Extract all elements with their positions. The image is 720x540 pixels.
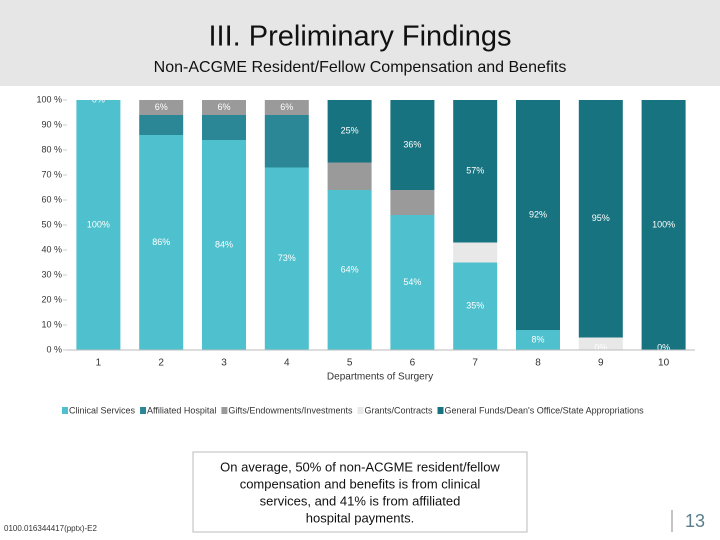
data-label: 57% [466, 166, 484, 176]
y-tick-label: 0 % [46, 344, 62, 354]
y-tick-label: 50 % [41, 219, 62, 229]
legend-swatch [221, 407, 228, 414]
y-tick-label: 100 % [36, 94, 62, 104]
x-tick-label: 2 [158, 358, 164, 369]
bar-segment [202, 115, 246, 140]
bar-segment [453, 262, 498, 350]
bar-segment [327, 100, 372, 163]
x-tick-label: 1 [96, 358, 102, 369]
header-band [0, 0, 720, 86]
y-tick-label: 10 % [41, 319, 62, 329]
callout-text: On average, 50% of non-ACGME resident/fe… [220, 459, 500, 474]
bar-segment [264, 100, 309, 115]
data-label: 86% [152, 237, 170, 247]
legend-label: Affiliated Hospital [147, 405, 216, 415]
x-tick-label: 9 [598, 358, 604, 369]
bar-segment [202, 140, 246, 350]
x-tick-label: 4 [284, 358, 290, 369]
x-tick-label: 6 [410, 358, 416, 369]
x-tick-label: 10 [658, 358, 670, 369]
legend-swatch [437, 407, 444, 414]
data-label: 6% [217, 102, 230, 112]
data-label: 95% [592, 213, 610, 223]
data-label: 73% [278, 253, 296, 263]
bar-segment [202, 100, 246, 115]
data-label: 92% [529, 209, 547, 219]
bar-segment [327, 162, 372, 190]
legend-swatch [140, 407, 147, 414]
bar-segment [453, 242, 498, 263]
slide-title: III. Preliminary Findings [209, 21, 512, 53]
callout-box [192, 451, 528, 533]
bar-segment [578, 100, 623, 338]
y-tick-label: 30 % [41, 269, 62, 279]
data-label: 84% [215, 239, 233, 249]
data-label: 36% [403, 139, 421, 149]
x-tick-label: 7 [472, 358, 478, 369]
callout-text: compensation and benefits is from clinic… [240, 476, 481, 491]
x-tick-label: 5 [347, 358, 353, 369]
y-tick-label: 20 % [41, 294, 62, 304]
bar-segment [641, 100, 686, 350]
x-tick-label: 3 [221, 358, 227, 369]
data-label: 64% [341, 264, 359, 274]
bar-segment [390, 215, 435, 350]
bar-segment [516, 330, 560, 350]
data-label: 0% [657, 342, 670, 352]
data-label: 54% [403, 277, 421, 287]
callout-text: services, and 41% is from affiliated [260, 493, 461, 508]
chart-title: Non-ACGME Resident/Fellow Compensation a… [154, 59, 567, 76]
bar-segment [516, 100, 560, 330]
bar-segment [76, 100, 121, 350]
data-label: 8% [531, 334, 544, 344]
data-label: 25% [341, 126, 359, 136]
data-label: 6% [280, 102, 293, 112]
data-label: 6% [155, 102, 168, 112]
y-tick-label: 90 % [41, 119, 62, 129]
footer-code: 0100.016344417(pptx)-E2 [4, 524, 98, 533]
y-tick-label: 40 % [41, 244, 62, 254]
data-label: 100% [87, 219, 110, 229]
bar-segment [453, 100, 498, 243]
bar-segment [139, 100, 184, 115]
legend-label: Gifts/Endowments/Investments [228, 405, 353, 415]
y-tick-label: 80 % [41, 144, 62, 154]
data-label: 0% [92, 94, 105, 104]
x-tick-label: 8 [535, 358, 541, 369]
data-label: 100% [652, 219, 675, 229]
callout-text: hospital payments. [306, 510, 414, 525]
page-number: 13 [685, 511, 705, 531]
bar-segment [327, 190, 372, 350]
legend-label: General Funds/Dean's Office/State Approp… [445, 405, 645, 415]
data-label: 35% [466, 301, 484, 311]
legend-swatch [357, 407, 364, 414]
bar-segment [578, 337, 623, 350]
legend-label: Clinical Services [69, 405, 136, 415]
legend-swatch [62, 407, 68, 414]
bar-segment [264, 167, 309, 350]
bar-segment [139, 135, 184, 350]
bar-segment [390, 190, 435, 215]
data-label: 0% [594, 342, 607, 352]
bar-segment [264, 115, 309, 168]
legend-label: Grants/Contracts [364, 405, 433, 415]
y-tick-label: 70 % [41, 169, 62, 179]
bar-segment [390, 100, 435, 190]
x-axis-title: Departments of Surgery [327, 372, 433, 383]
y-tick-label: 60 % [41, 194, 62, 204]
bar-segment [139, 115, 184, 135]
